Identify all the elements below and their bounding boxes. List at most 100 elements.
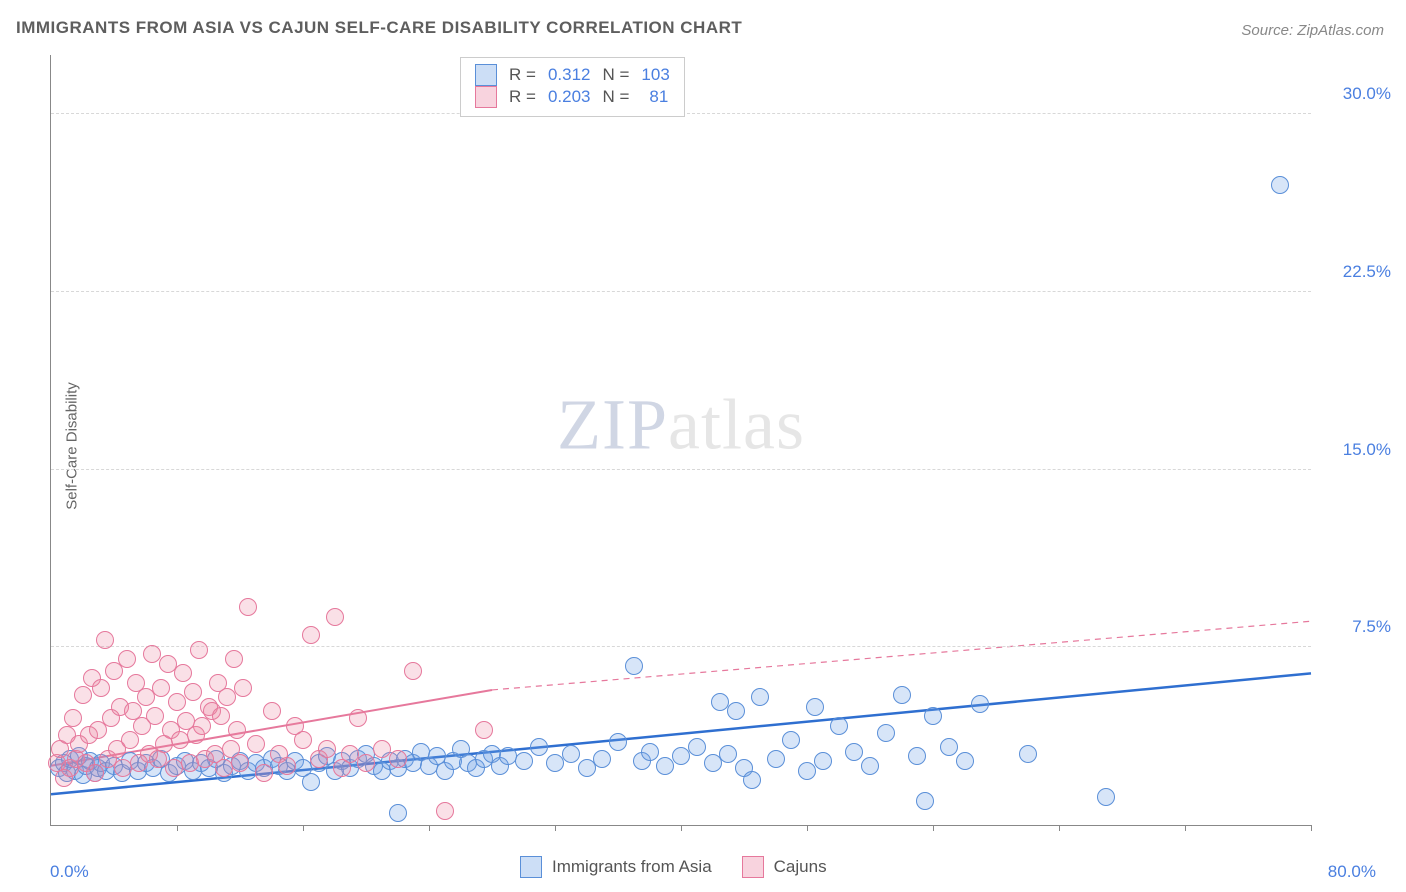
data-point [228, 721, 246, 739]
source-name: ZipAtlas.com [1297, 22, 1384, 39]
n-label: N = [602, 65, 629, 85]
x-tick [1059, 825, 1060, 831]
data-point [782, 731, 800, 749]
r-value-blue: 0.312 [548, 65, 591, 85]
data-point [908, 747, 926, 765]
data-point [546, 754, 564, 772]
data-point [302, 626, 320, 644]
watermark-atlas: atlas [668, 384, 805, 464]
n-value-blue: 103 [641, 65, 669, 85]
x-tick [933, 825, 934, 831]
r-label: R = [509, 65, 536, 85]
data-point [225, 650, 243, 668]
swatch-pink [475, 86, 497, 108]
x-tick [681, 825, 682, 831]
x-tick [1311, 825, 1312, 831]
data-point [349, 709, 367, 727]
data-point [263, 702, 281, 720]
data-point [278, 757, 296, 775]
source-label: Source: [1241, 22, 1297, 39]
data-point [121, 731, 139, 749]
data-point [86, 764, 104, 782]
data-point [609, 733, 627, 751]
legend-item-pink: Cajuns [742, 856, 827, 878]
data-point [168, 693, 186, 711]
data-point [118, 650, 136, 668]
chart-title: IMMIGRANTS FROM ASIA VS CAJUN SELF-CARE … [16, 18, 742, 38]
swatch-pink [742, 856, 764, 878]
data-point [956, 752, 974, 770]
y-tick-label: 7.5% [1321, 617, 1391, 637]
data-point [1019, 745, 1037, 763]
data-point [357, 754, 375, 772]
gridline [51, 291, 1311, 292]
data-point [389, 750, 407, 768]
data-point [318, 740, 336, 758]
data-point [74, 686, 92, 704]
data-point [727, 702, 745, 720]
data-point [798, 762, 816, 780]
data-point [64, 709, 82, 727]
data-point [530, 738, 548, 756]
data-point [578, 759, 596, 777]
data-point [96, 631, 114, 649]
data-point [893, 686, 911, 704]
data-point [767, 750, 785, 768]
data-point [247, 735, 265, 753]
data-point [845, 743, 863, 761]
data-point [562, 745, 580, 763]
data-point [436, 802, 454, 820]
data-point [751, 688, 769, 706]
x-tick [177, 825, 178, 831]
data-point [234, 679, 252, 697]
x-tick [555, 825, 556, 831]
legend-row-blue: R = 0.312 N = 103 [475, 64, 670, 86]
data-point [231, 754, 249, 772]
data-point [92, 679, 110, 697]
x-axis-min: 0.0% [50, 862, 89, 882]
watermark-zip: ZIP [557, 384, 668, 464]
plot-area: ZIPatlas 7.5%15.0%22.5%30.0% [50, 55, 1311, 826]
data-point [877, 724, 895, 742]
data-point [641, 743, 659, 761]
data-point [294, 731, 312, 749]
data-point [704, 754, 722, 772]
data-point [302, 773, 320, 791]
data-point [830, 717, 848, 735]
data-point [184, 683, 202, 701]
legend-item-blue: Immigrants from Asia [520, 856, 712, 878]
x-tick [1185, 825, 1186, 831]
r-label: R = [509, 87, 536, 107]
data-point [719, 745, 737, 763]
data-point [806, 698, 824, 716]
n-value-pink: 81 [641, 87, 668, 107]
gridline [51, 469, 1311, 470]
data-point [814, 752, 832, 770]
watermark: ZIPatlas [557, 383, 805, 466]
x-tick [429, 825, 430, 831]
x-tick [807, 825, 808, 831]
data-point [688, 738, 706, 756]
data-point [672, 747, 690, 765]
data-point [152, 679, 170, 697]
data-point [940, 738, 958, 756]
x-axis-max: 80.0% [1328, 862, 1376, 882]
data-point [146, 707, 164, 725]
correlation-legend: R = 0.312 N = 103 R = 0.203 N = 81 [460, 57, 685, 117]
chart-container: IMMIGRANTS FROM ASIA VS CAJUN SELF-CARE … [0, 0, 1406, 892]
data-point [1271, 176, 1289, 194]
data-point [326, 608, 344, 626]
data-point [593, 750, 611, 768]
source-attribution: Source: ZipAtlas.com [1241, 22, 1384, 39]
trend-lines-layer [51, 55, 1311, 825]
r-value-pink: 0.203 [548, 87, 591, 107]
data-point [1097, 788, 1115, 806]
data-point [218, 688, 236, 706]
data-point [743, 771, 761, 789]
x-tick [303, 825, 304, 831]
series-legend: Immigrants from Asia Cajuns [520, 856, 827, 878]
legend-label-pink: Cajuns [774, 857, 827, 877]
data-point [212, 707, 230, 725]
trend-line [492, 621, 1311, 690]
swatch-blue [475, 64, 497, 86]
